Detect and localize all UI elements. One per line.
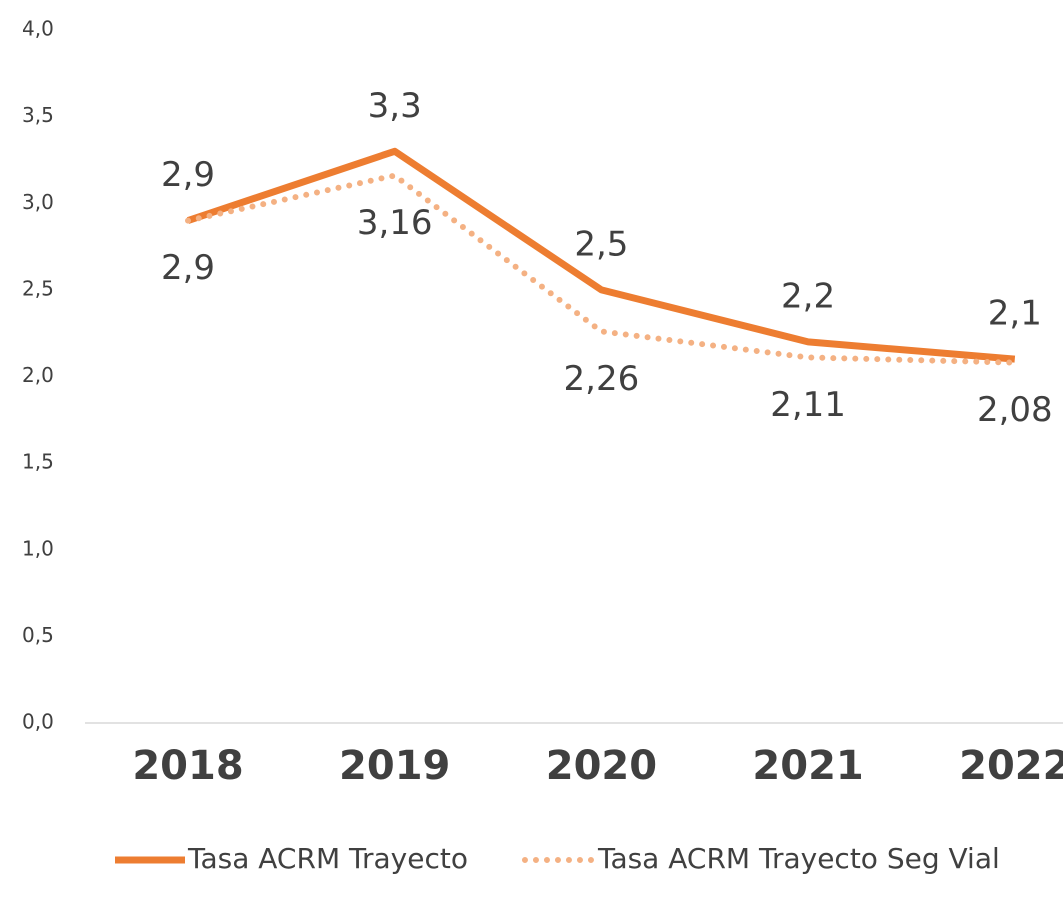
x-tick-label: 2020 <box>546 743 657 789</box>
legend-label: Tasa ACRM Trayecto <box>187 842 468 875</box>
legend-label: Tasa ACRM Trayecto Seg Vial <box>597 842 1000 875</box>
y-tick-label: 2,0 <box>22 363 54 387</box>
y-tick-label: 0,5 <box>22 623 54 647</box>
data-label: 2,9 <box>161 248 215 288</box>
data-label: 2,26 <box>564 359 640 399</box>
series-line <box>186 147 1016 363</box>
y-tick-label: 4,0 <box>22 17 54 41</box>
y-tick-label: 3,5 <box>22 103 54 127</box>
data-label: 3,3 <box>368 86 422 126</box>
x-tick-label: 2019 <box>339 743 450 789</box>
y-tick-label: 2,5 <box>22 276 54 300</box>
x-tick-label: 2022 <box>959 743 1063 789</box>
y-tick-label: 1,0 <box>22 536 54 560</box>
data-label: 2,08 <box>977 390 1053 430</box>
x-tick-label: 2018 <box>132 743 243 789</box>
y-tick-label: 1,5 <box>22 450 54 474</box>
x-tick-label: 2021 <box>752 743 863 789</box>
y-tick-label: 0,0 <box>22 710 54 734</box>
data-label: 2,2 <box>781 276 835 316</box>
series-line <box>185 172 1018 366</box>
data-label: 2,9 <box>161 155 215 195</box>
data-label: 3,16 <box>357 203 433 243</box>
data-label: 2,5 <box>574 224 628 264</box>
data-label: 2,1 <box>988 294 1042 334</box>
data-label: 2,11 <box>770 385 846 425</box>
y-tick-label: 3,0 <box>22 190 54 214</box>
